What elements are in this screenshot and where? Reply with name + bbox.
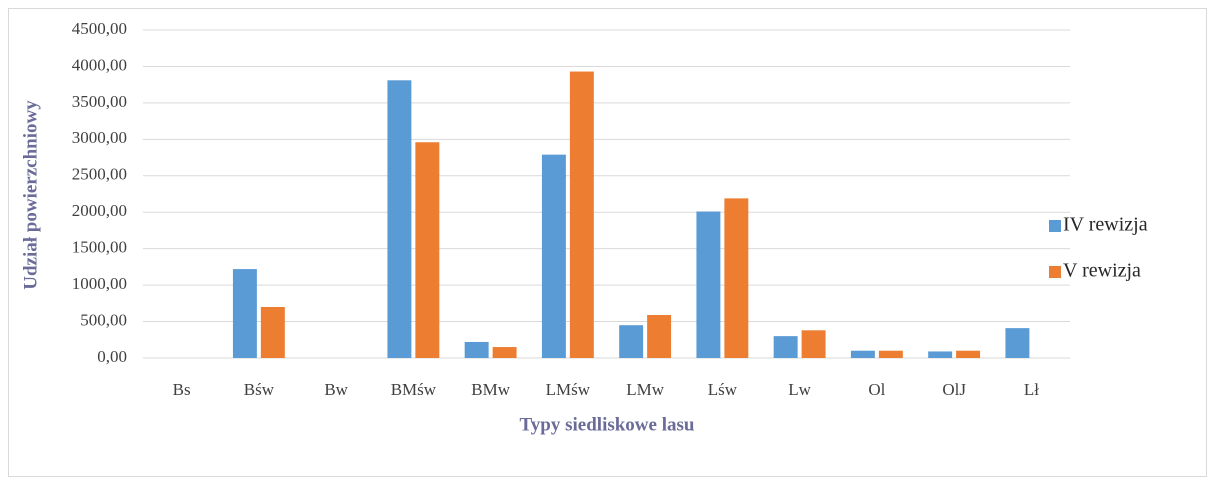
chart-border bbox=[8, 8, 1207, 477]
x-tick-label: LMśw bbox=[546, 380, 591, 399]
bar bbox=[1005, 328, 1030, 358]
bar bbox=[724, 198, 749, 358]
bar bbox=[541, 154, 566, 358]
legend-label: IV rewizja bbox=[1063, 214, 1148, 236]
y-tick-label: 3500,00 bbox=[72, 92, 127, 111]
bar bbox=[647, 314, 672, 358]
y-axis-title: Udział powierzchniowy bbox=[20, 100, 41, 290]
bar bbox=[801, 330, 826, 358]
bar bbox=[232, 269, 257, 358]
bar bbox=[464, 341, 489, 358]
x-tick-label: Lł bbox=[1024, 380, 1039, 399]
y-tick-label: 0,00 bbox=[97, 347, 127, 366]
y-tick-label: 500,00 bbox=[80, 310, 127, 329]
x-axis-title: Typy siedliskowe lasu bbox=[520, 414, 695, 435]
y-tick-label: 4500,00 bbox=[72, 19, 127, 38]
bar bbox=[956, 350, 981, 358]
bar bbox=[850, 350, 875, 358]
y-tick-label: 3000,00 bbox=[72, 128, 127, 147]
y-tick-label: 1500,00 bbox=[72, 238, 127, 257]
bar bbox=[773, 336, 798, 358]
x-tick-label: Bs bbox=[173, 380, 191, 399]
x-tick-label: Lśw bbox=[708, 380, 738, 399]
legend-swatch bbox=[1049, 220, 1061, 232]
bar bbox=[696, 211, 721, 358]
bar bbox=[260, 306, 285, 358]
bar bbox=[492, 347, 517, 358]
x-tick-label: Bśw bbox=[244, 380, 275, 399]
bar bbox=[415, 142, 440, 358]
y-tick-label: 4000,00 bbox=[72, 55, 127, 74]
x-tick-label: OlJ bbox=[942, 380, 966, 399]
legend-label: V rewizja bbox=[1063, 260, 1141, 282]
x-tick-label: Bw bbox=[324, 380, 348, 399]
x-tick-label: BMw bbox=[471, 380, 510, 399]
bar bbox=[619, 325, 644, 358]
x-tick-label: BMśw bbox=[391, 380, 437, 399]
bar bbox=[569, 71, 594, 359]
bar bbox=[878, 350, 903, 358]
x-tick-label: Lw bbox=[788, 380, 811, 399]
y-tick-label: 2000,00 bbox=[72, 201, 127, 220]
bar bbox=[387, 80, 412, 358]
y-tick-label: 1000,00 bbox=[72, 274, 127, 293]
bar bbox=[928, 351, 953, 358]
legend-swatch bbox=[1049, 266, 1061, 278]
y-tick-label: 2500,00 bbox=[72, 165, 127, 184]
x-tick-label: Ol bbox=[868, 380, 885, 399]
x-tick-label: LMw bbox=[626, 380, 665, 399]
